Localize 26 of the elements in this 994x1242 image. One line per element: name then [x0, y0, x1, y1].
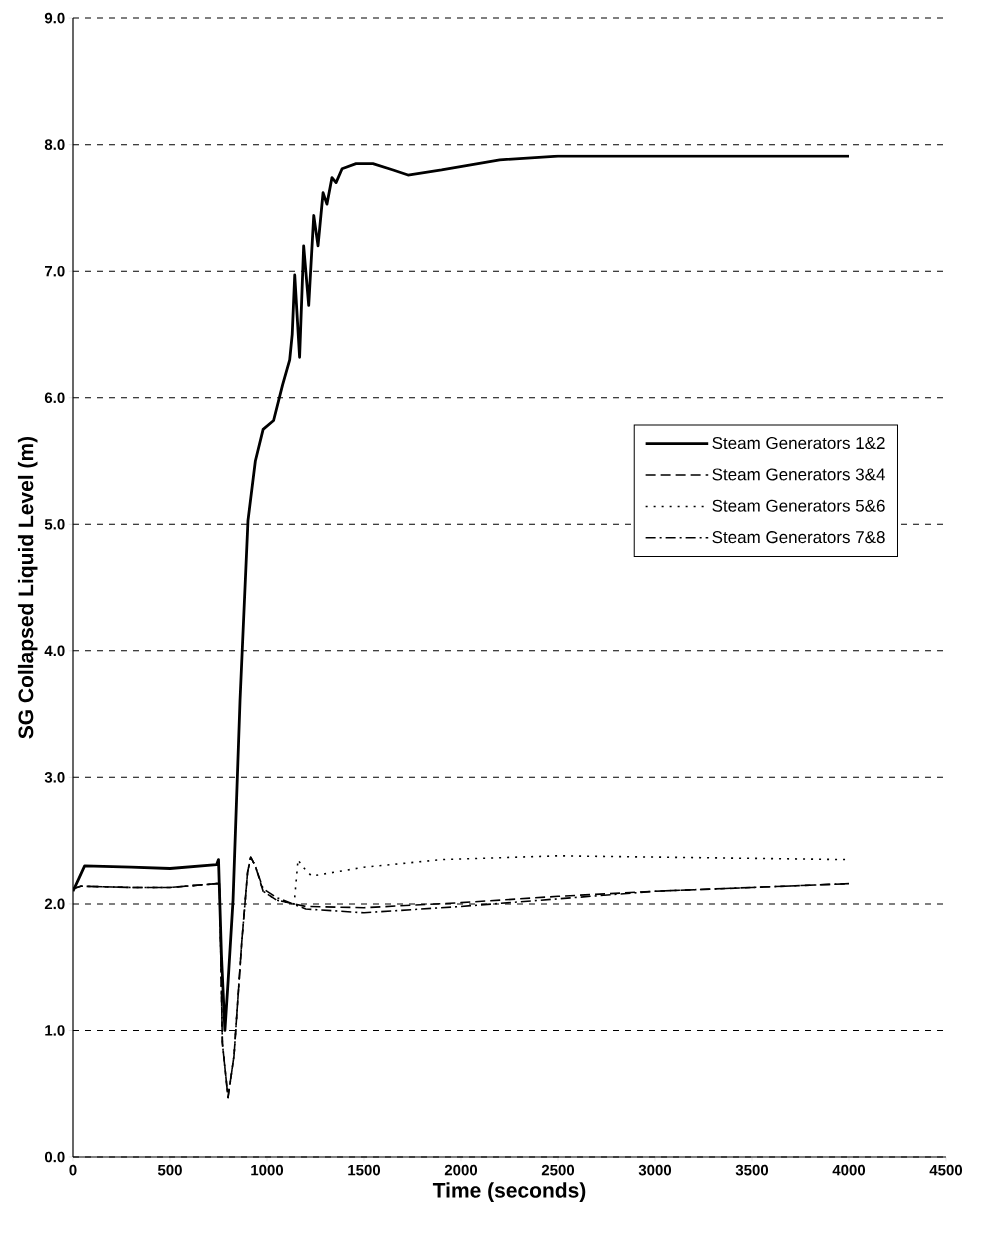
y-tick-label: 0.0 [44, 1151, 65, 1163]
legend-label: Steam Generators 3&4 [712, 468, 885, 481]
y-axis-title: SG Collapsed Liquid Level (m) [17, 436, 38, 739]
legend-label: Steam Generators 5&6 [712, 499, 885, 512]
y-tick-label: 5.0 [44, 518, 65, 530]
y-tick-label: 9.0 [44, 12, 65, 24]
x-tick-label: 0 [69, 1164, 77, 1176]
y-tick-label: 3.0 [44, 772, 65, 783]
x-axis-title: Time (seconds) [432, 1182, 586, 1202]
x-tick-label: 2500 [541, 1164, 575, 1176]
x-tick-label: 3000 [638, 1164, 672, 1176]
x-tick-label: 1000 [251, 1164, 284, 1176]
x-tick-label: 500 [157, 1164, 182, 1176]
y-tick-label: 2.0 [44, 898, 65, 910]
x-tick-label: 1500 [348, 1164, 381, 1176]
y-tick-label: 1.0 [45, 1025, 65, 1036]
y-tick-label: 6.0 [44, 392, 65, 404]
y-tick-label: 8.0 [44, 139, 65, 150]
y-tick-label: 4.0 [44, 645, 65, 657]
legend-label: Steam Generators 1&2 [712, 437, 885, 450]
x-tick-label: 3500 [735, 1164, 769, 1176]
y-tick-label: 7.0 [44, 265, 65, 277]
x-tick-label: 2000 [444, 1164, 478, 1176]
legend-label: Steam Generators 7&8 [712, 531, 885, 544]
x-tick-label: 4000 [832, 1164, 866, 1176]
x-tick-label: 4500 [929, 1164, 963, 1176]
